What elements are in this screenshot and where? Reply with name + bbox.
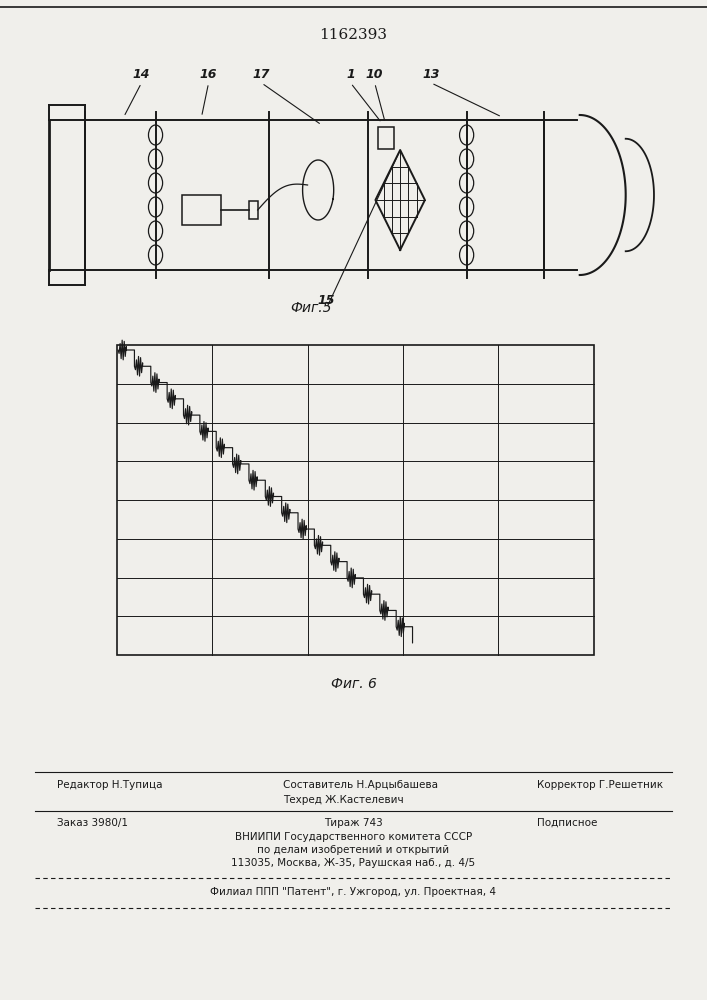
- Text: Составитель Н.Арцыбашева: Составитель Н.Арцыбашева: [283, 780, 438, 790]
- Bar: [182, 195, 221, 225]
- Text: Фиг.5: Фиг.5: [291, 301, 332, 315]
- Text: 16: 16: [200, 68, 217, 82]
- Text: Заказ 3980/1: Заказ 3980/1: [57, 818, 127, 828]
- Bar: [378, 127, 394, 149]
- Text: Фиг. 6: Фиг. 6: [331, 677, 376, 691]
- Bar: [117, 345, 594, 655]
- Text: 13: 13: [423, 68, 440, 82]
- Text: Редактор Н.Тупица: Редактор Н.Тупица: [57, 780, 162, 790]
- Text: 10: 10: [366, 68, 383, 82]
- Text: 1: 1: [346, 68, 355, 82]
- Bar: [467, 120, 544, 270]
- Text: Техред Ж.Кастелевич: Техред Ж.Кастелевич: [283, 795, 404, 805]
- Text: 14: 14: [133, 68, 150, 82]
- Text: ВНИИПИ Государственного комитета СССР: ВНИИПИ Государственного комитета СССР: [235, 832, 472, 842]
- Text: по делам изобретений и открытий: по делам изобретений и открытий: [257, 845, 450, 855]
- Text: Филиал ППП "Патент", г. Ужгород, ул. Проектная, 4: Филиал ППП "Патент", г. Ужгород, ул. Про…: [211, 887, 496, 897]
- Bar: [249, 201, 257, 219]
- Text: 17: 17: [253, 68, 270, 82]
- Text: Корректор Г.Решетник: Корректор Г.Решетник: [537, 780, 663, 790]
- Text: 15: 15: [318, 294, 335, 306]
- Text: 113035, Москва, Ж-35, Раушская наб., д. 4/5: 113035, Москва, Ж-35, Раушская наб., д. …: [231, 858, 476, 868]
- Text: Подписное: Подписное: [537, 818, 597, 828]
- Text: Тираж 743: Тираж 743: [324, 818, 383, 828]
- Text: 1162393: 1162393: [320, 28, 387, 42]
